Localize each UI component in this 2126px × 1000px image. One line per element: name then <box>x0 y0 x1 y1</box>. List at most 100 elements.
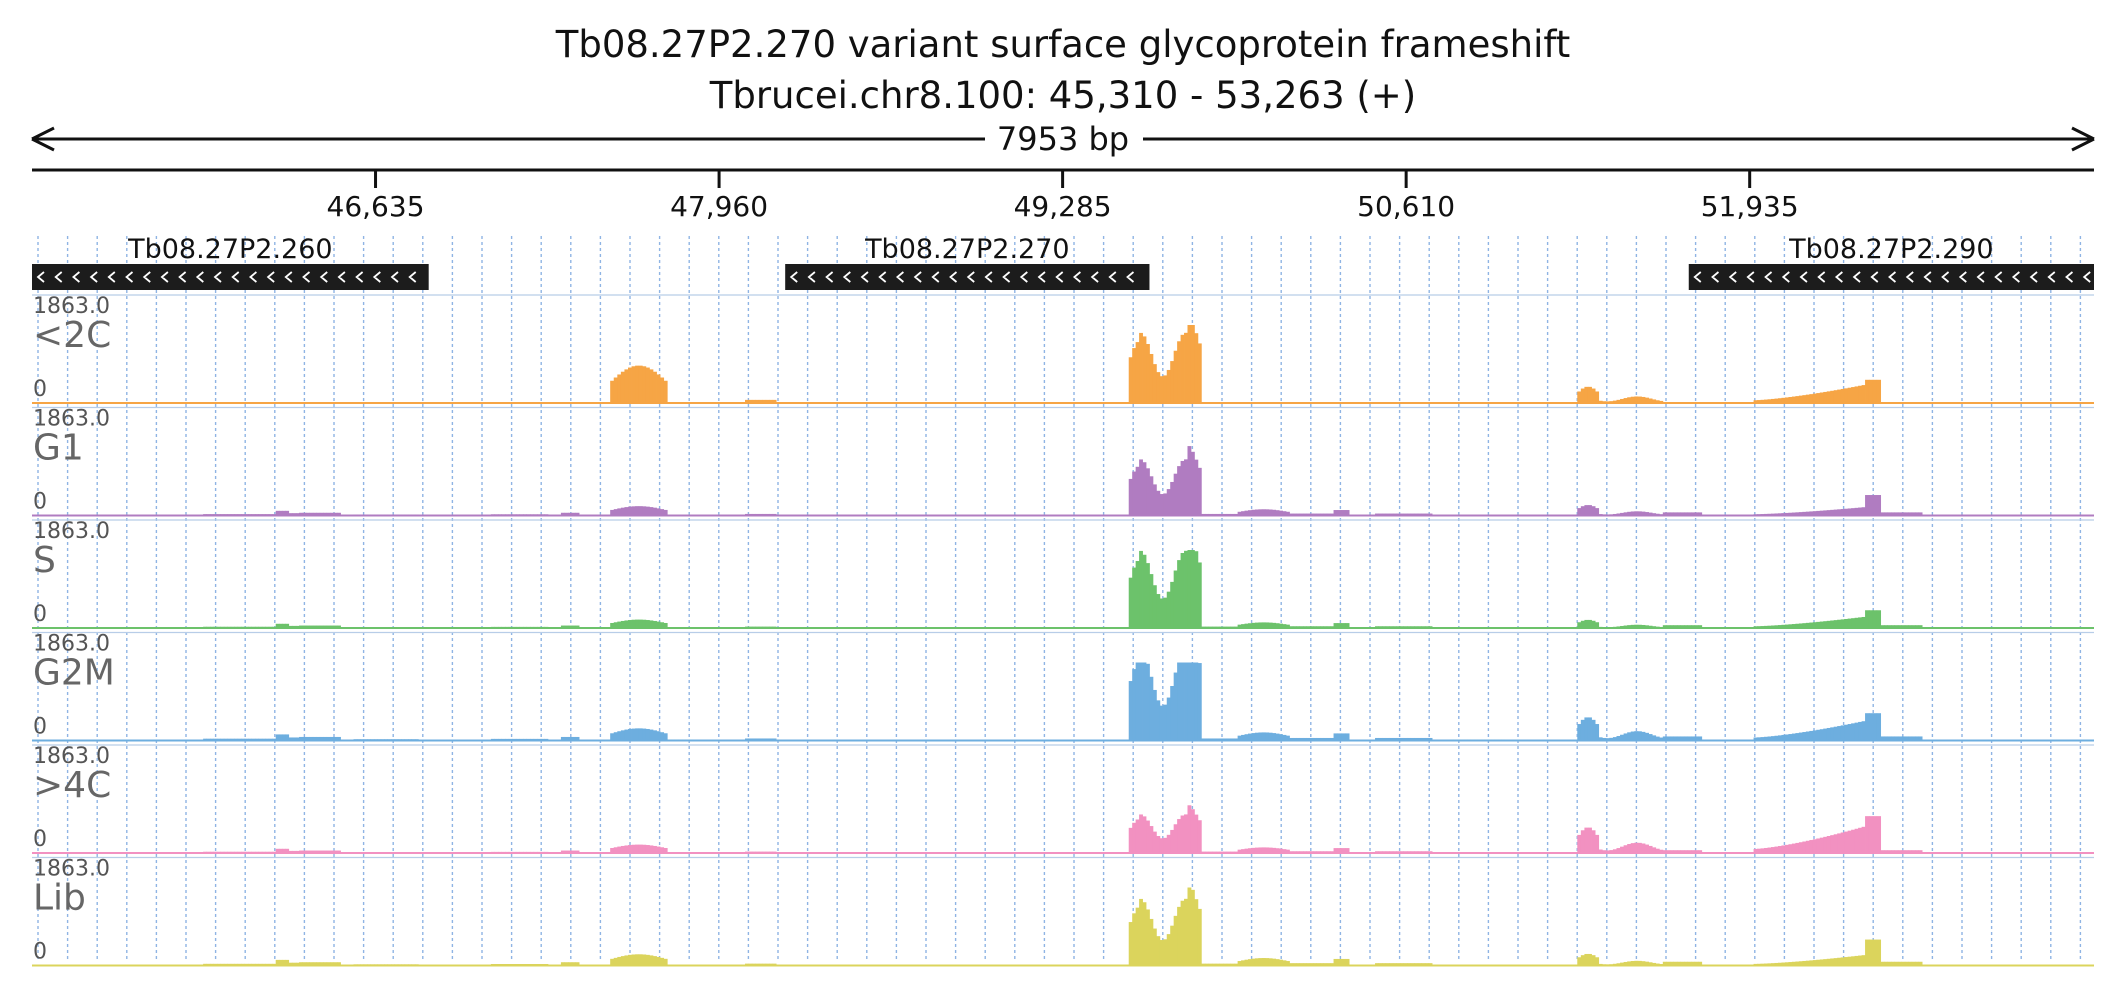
coverage-bar <box>638 954 643 966</box>
coverage-bar <box>1694 736 1699 741</box>
coverage-bar <box>1303 737 1307 741</box>
coverage-bar <box>1791 843 1796 853</box>
coverage-bar <box>1669 961 1674 966</box>
coverage-bar <box>1645 732 1649 741</box>
coverage-bar <box>656 731 661 741</box>
coverage-bar <box>1897 850 1902 853</box>
coverage-bar <box>645 367 650 403</box>
coverage-bar <box>299 512 303 516</box>
coverage-bar <box>1251 509 1256 516</box>
coverage-bar <box>610 958 615 966</box>
coverage-bar <box>1630 624 1635 628</box>
coverage-bar <box>1851 723 1856 741</box>
coverage-bar <box>1152 585 1157 628</box>
coverage-bar <box>1698 512 1703 516</box>
coverage-bar <box>1146 663 1150 741</box>
coverage-bar <box>1630 396 1635 403</box>
coverage-bar <box>1159 838 1164 853</box>
coverage-bar <box>1333 733 1338 741</box>
x-axis-ticks: 46,635 47,960 49,285 50,610 51,935 <box>327 170 1799 223</box>
coverage-bar <box>613 622 618 628</box>
coverage-bar <box>1265 847 1270 853</box>
coverage-bar <box>1173 672 1178 741</box>
coverage-bar <box>575 512 580 516</box>
coverage-bar <box>1170 581 1175 628</box>
coverage-bar <box>1669 736 1674 741</box>
coverage-bar <box>299 962 303 966</box>
coverage-bar <box>1247 510 1252 516</box>
coverage-bar <box>278 959 283 966</box>
coverage-bar <box>1282 511 1287 516</box>
coverage-bar <box>1911 850 1916 853</box>
coverage-bar <box>1844 724 1849 741</box>
coverage-bar <box>1826 620 1831 628</box>
coverage-bar <box>1648 625 1653 628</box>
x-tick-label: 46,635 <box>327 190 425 223</box>
coverage-bar <box>1634 511 1639 516</box>
coverage-bar <box>1407 737 1412 741</box>
coverage-bar <box>312 850 317 853</box>
coverage-bar <box>1392 963 1397 966</box>
track-scale-min: 0 <box>33 715 47 740</box>
coverage-bar <box>292 737 297 741</box>
coverage-bar <box>1166 834 1171 853</box>
coverage-bar <box>1634 731 1639 741</box>
coverage-bar <box>1908 850 1913 853</box>
coverage-bar <box>312 962 317 966</box>
coverage-bar <box>1146 468 1150 516</box>
coverage-bar <box>1135 662 1140 741</box>
coverage-bar <box>1414 963 1419 966</box>
coverage-bar <box>620 620 625 628</box>
coverage-bar <box>1887 736 1892 741</box>
coverage-bar <box>309 625 314 628</box>
coverage-bar <box>309 962 314 966</box>
coverage-bar <box>1887 625 1892 628</box>
coverage-bar <box>1918 850 1923 853</box>
coverage-bar <box>1770 736 1775 741</box>
coverage-bar <box>1691 512 1696 516</box>
coverage-bar <box>1149 476 1154 516</box>
coverage-bar <box>1865 495 1870 516</box>
left-arrow-icon <box>31 126 55 152</box>
coverage-bar <box>1623 512 1628 516</box>
coverage-bar <box>1241 624 1245 628</box>
coverage-bar <box>1648 734 1653 741</box>
coverage-bar <box>1788 512 1793 516</box>
coverage-bar <box>1237 961 1242 966</box>
coverage-bar <box>1180 900 1185 966</box>
coverage-bar <box>1774 846 1779 853</box>
coverage-bar <box>1777 625 1782 628</box>
coverage-bar <box>1890 736 1895 741</box>
coverage-bar <box>1816 393 1821 403</box>
coverage-bar <box>1840 509 1845 516</box>
coverage-bar <box>1219 738 1224 741</box>
coverage-bar <box>1587 386 1592 403</box>
coverage-bar <box>333 736 338 741</box>
coverage-bar <box>1244 848 1249 853</box>
coverage-bar <box>1620 734 1625 741</box>
coverage-bar <box>1251 958 1256 966</box>
coverage-bar <box>1241 849 1245 853</box>
coverage-bar <box>1399 963 1404 966</box>
coverage-bar <box>1884 625 1888 628</box>
coverage-bar <box>1244 510 1249 516</box>
coverage-bar <box>1634 396 1639 403</box>
coverage-bar <box>1237 735 1242 741</box>
coverage-bar <box>1861 721 1866 741</box>
coverage-bar <box>1884 850 1888 853</box>
coverage-bar <box>1156 372 1161 403</box>
coverage-bar <box>1345 958 1350 966</box>
coverage-bar <box>278 623 283 628</box>
coverage-bar <box>1428 737 1433 741</box>
coverage-bar <box>1645 961 1649 966</box>
coverage-bar <box>560 512 565 516</box>
coverage-bar <box>1698 850 1703 853</box>
coverage-bar <box>1901 850 1906 853</box>
coverage-bar <box>1662 961 1667 966</box>
coverage-bar <box>1389 737 1394 741</box>
coverage-bar <box>323 962 328 966</box>
coverage-bar <box>333 625 338 628</box>
coverage-bar <box>1812 730 1817 741</box>
coverage-bar <box>316 962 321 966</box>
coverage-bar <box>1247 623 1252 628</box>
